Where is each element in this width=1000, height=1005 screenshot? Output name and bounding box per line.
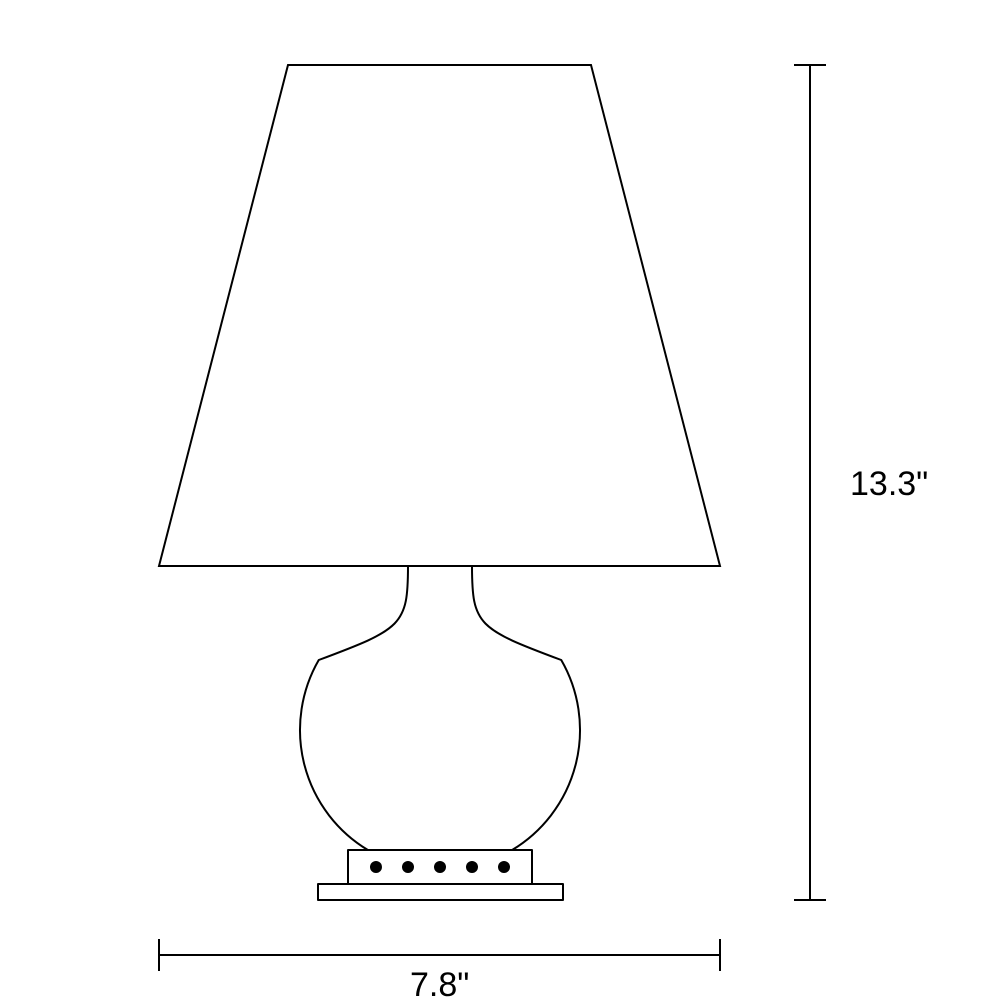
height-dimension-label: 13.3" — [850, 465, 928, 504]
lamp-dimension-diagram: 13.3" 7.8" — [0, 0, 1000, 1000]
width-dimension-label: 7.8" — [410, 966, 469, 1005]
